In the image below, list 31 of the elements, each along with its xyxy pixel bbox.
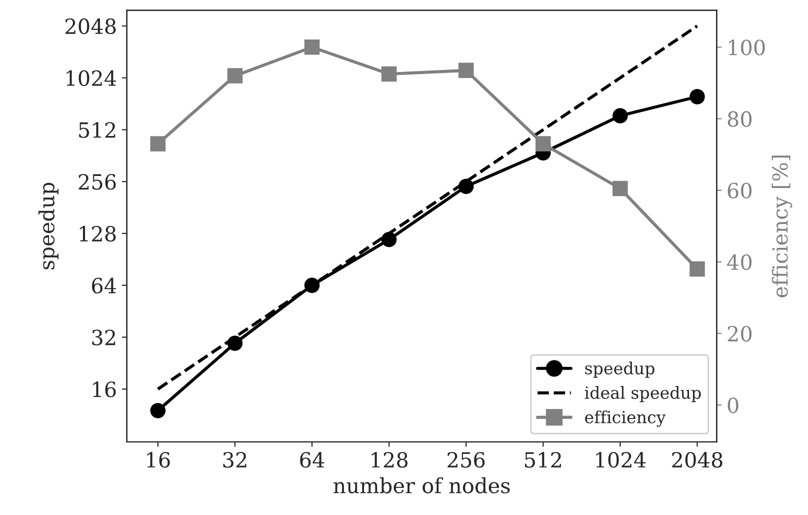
x-tick-label: 32 [223, 452, 246, 468]
y2-axis-title: efficiency [%] [772, 156, 792, 298]
y-tick-label: 128 [80, 226, 116, 242]
point [612, 108, 628, 124]
legend-label: efficiency [585, 410, 666, 427]
point [150, 402, 166, 418]
y2-tick-label: 80 [728, 111, 752, 127]
point [690, 89, 705, 104]
y-tick-label: 512 [79, 122, 116, 138]
y-tick-label: 1024 [66, 70, 116, 86]
legend-label: speedup [585, 362, 654, 378]
y2-tick-label: 60 [728, 182, 752, 199]
x-tick-label: 128 [372, 452, 408, 468]
x-tick-label: 2048 [672, 452, 722, 468]
y2-tick-label: 100 [728, 40, 765, 56]
y2-tick-label: 20 [728, 326, 752, 342]
x-tick-label: 16 [147, 452, 170, 468]
y-axis-title: speedup [38, 182, 59, 270]
x-tick-label: 512 [525, 452, 561, 468]
legend-label: ideal speedup [584, 386, 701, 402]
y-tick-label: 256 [78, 174, 116, 190]
x-tick-label: 64 [300, 452, 324, 468]
y2-tick-label: 0 [728, 397, 738, 414]
x-tick-label: 1024 [596, 452, 646, 468]
x-axis-title: number of nodes [334, 477, 510, 494]
y-tick-label: 64 [92, 278, 116, 294]
x-tick-label: 256 [448, 452, 485, 468]
y-tick-label: 32 [92, 330, 116, 346]
y-tick-label: 16 [93, 382, 116, 398]
y-tick-label: 2048 [66, 18, 116, 34]
y2-tick-label: 40 [727, 254, 752, 270]
